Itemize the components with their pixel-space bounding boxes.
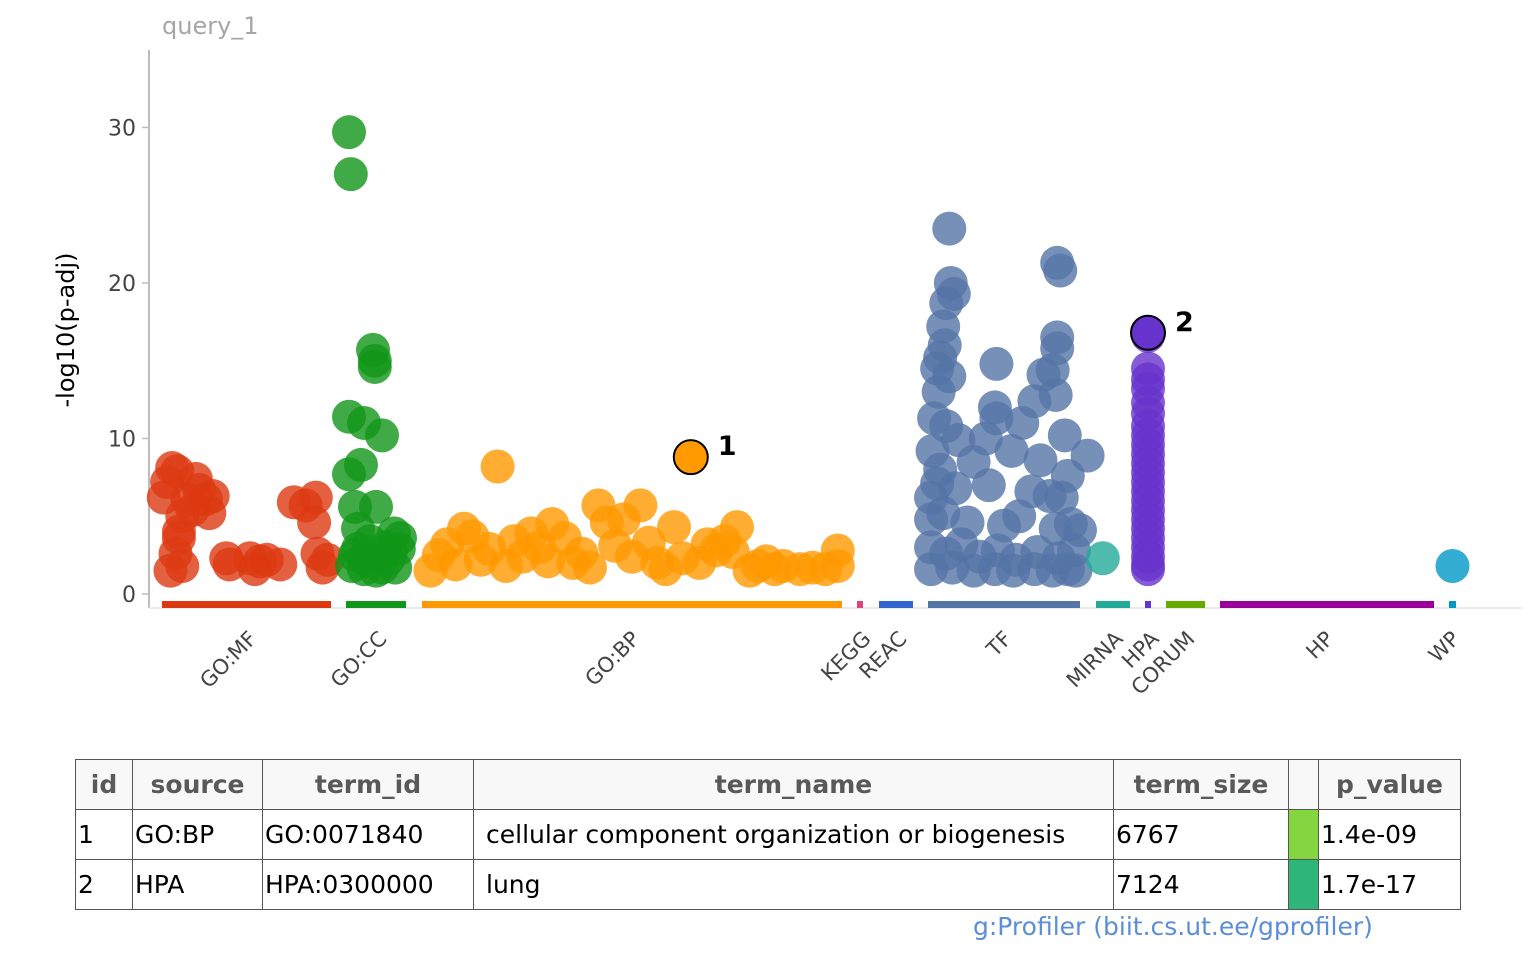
- data-point: [1131, 552, 1165, 587]
- data-point: [297, 505, 332, 540]
- data-point: [1023, 443, 1058, 478]
- data-point: [480, 449, 515, 484]
- cell-term-id: HPA:0300000: [262, 859, 474, 910]
- data-point: [365, 418, 399, 453]
- data-point: [438, 547, 473, 582]
- header-id: id: [75, 759, 133, 810]
- table-row: 2 HPA HPA:0300000 lung 7124 1.7e-17: [75, 859, 1461, 910]
- header-term-name: term_name: [473, 759, 1114, 810]
- data-point: [979, 346, 1014, 381]
- cell-term-id: GO:0071840: [262, 809, 474, 860]
- x-tick-label: GO:CC: [326, 627, 392, 693]
- data-point: [808, 552, 843, 587]
- data-point: [1085, 541, 1120, 576]
- table-row: 1 GO:BP GO:0071840 cellular component or…: [75, 809, 1461, 860]
- source-bar-go-mf: [162, 601, 331, 608]
- panel-title: query_1: [162, 12, 259, 40]
- data-point: [994, 433, 1029, 468]
- cell-term-name: cellular component organization or bioge…: [473, 809, 1114, 860]
- highlighted-point-label: 2: [1175, 307, 1194, 338]
- data-point: [165, 549, 200, 584]
- data-point: [195, 479, 230, 514]
- data-point: [1044, 480, 1079, 515]
- x-tick-label: TF: [981, 627, 1016, 662]
- header-term-size: term_size: [1113, 759, 1289, 810]
- header-color: [1288, 759, 1319, 810]
- source-bar-kegg: [857, 601, 863, 608]
- x-tick-label: HP: [1301, 627, 1338, 664]
- x-tick-label: GO:MF: [195, 627, 261, 693]
- cell-source: GO:BP: [132, 809, 263, 860]
- x-tick-label: MIRNA: [1062, 626, 1128, 692]
- source-bar-tf: [928, 601, 1080, 608]
- source-bar-go-bp: [422, 601, 842, 608]
- data-point: [357, 349, 392, 384]
- y-tick-label: 0: [122, 583, 136, 608]
- cell-p-value: 1.4e-09: [1318, 809, 1461, 860]
- data-point: [298, 480, 333, 515]
- data-point: [347, 552, 381, 587]
- y-axis-label: -log10(p-adj): [52, 252, 80, 407]
- cell-source: HPA: [132, 859, 263, 910]
- y-tick-label: 20: [108, 272, 136, 297]
- cell-id: 1: [75, 809, 133, 860]
- cell-color-swatch: [1288, 859, 1319, 910]
- source-bar-corum: [1166, 601, 1205, 608]
- data-point: [374, 533, 408, 568]
- data-point: [971, 468, 1006, 503]
- data-point: [1005, 405, 1040, 440]
- source-bar-wp: [1449, 601, 1456, 608]
- data-point: [573, 550, 607, 585]
- data-point: [1002, 499, 1037, 534]
- cell-color-swatch: [1288, 809, 1319, 860]
- data-point: [1047, 418, 1082, 453]
- cell-term-size: 6767: [1113, 809, 1289, 860]
- cell-term-size: 7124: [1113, 859, 1289, 910]
- gprofiler-credit: g:Profiler (biit.cs.ut.ee/gprofiler): [973, 912, 1373, 941]
- x-tick-label: WP: [1424, 627, 1465, 668]
- source-bar-reac: [879, 601, 913, 608]
- cell-id: 2: [75, 859, 133, 910]
- manhattan-plot: query_1 -log10(p-adj) 0 10 20 30 GO:MF GO:CC…: [52, 12, 1522, 700]
- data-point: [263, 547, 298, 582]
- data-point: [333, 157, 368, 192]
- highlighted-point-label: 1: [718, 431, 737, 462]
- header-term-id: term_id: [262, 759, 474, 810]
- header-p-value: p_value: [1318, 759, 1461, 810]
- data-point: [332, 115, 366, 150]
- highlighted-point: [672, 439, 709, 476]
- data-point: [932, 211, 967, 246]
- table-header-row: id source term_id term_name term_size p_…: [75, 759, 1461, 810]
- data-point: [682, 545, 717, 580]
- cell-term-name: lung: [473, 859, 1114, 910]
- data-point: [1435, 549, 1470, 584]
- source-bar-hpa: [1145, 601, 1151, 608]
- data-point: [332, 457, 366, 492]
- data-point: [606, 502, 641, 537]
- source-bar-go-cc: [346, 601, 406, 608]
- highlighted-point: [1130, 314, 1166, 351]
- y-tick-label: 30: [108, 117, 136, 142]
- data-point: [1043, 253, 1078, 288]
- header-source: source: [132, 759, 263, 810]
- source-bar-mirna: [1096, 601, 1130, 608]
- x-tick-label: GO:BP: [580, 627, 644, 691]
- highlighted-terms-table: id source term_id term_name term_size p_…: [75, 759, 1461, 910]
- y-tick-label: 10: [108, 428, 136, 453]
- cell-p-value: 1.7e-17: [1318, 859, 1461, 910]
- data-point: [1058, 553, 1093, 588]
- source-bar-hp: [1220, 601, 1434, 608]
- data-point: [657, 510, 691, 545]
- data-point: [921, 374, 956, 409]
